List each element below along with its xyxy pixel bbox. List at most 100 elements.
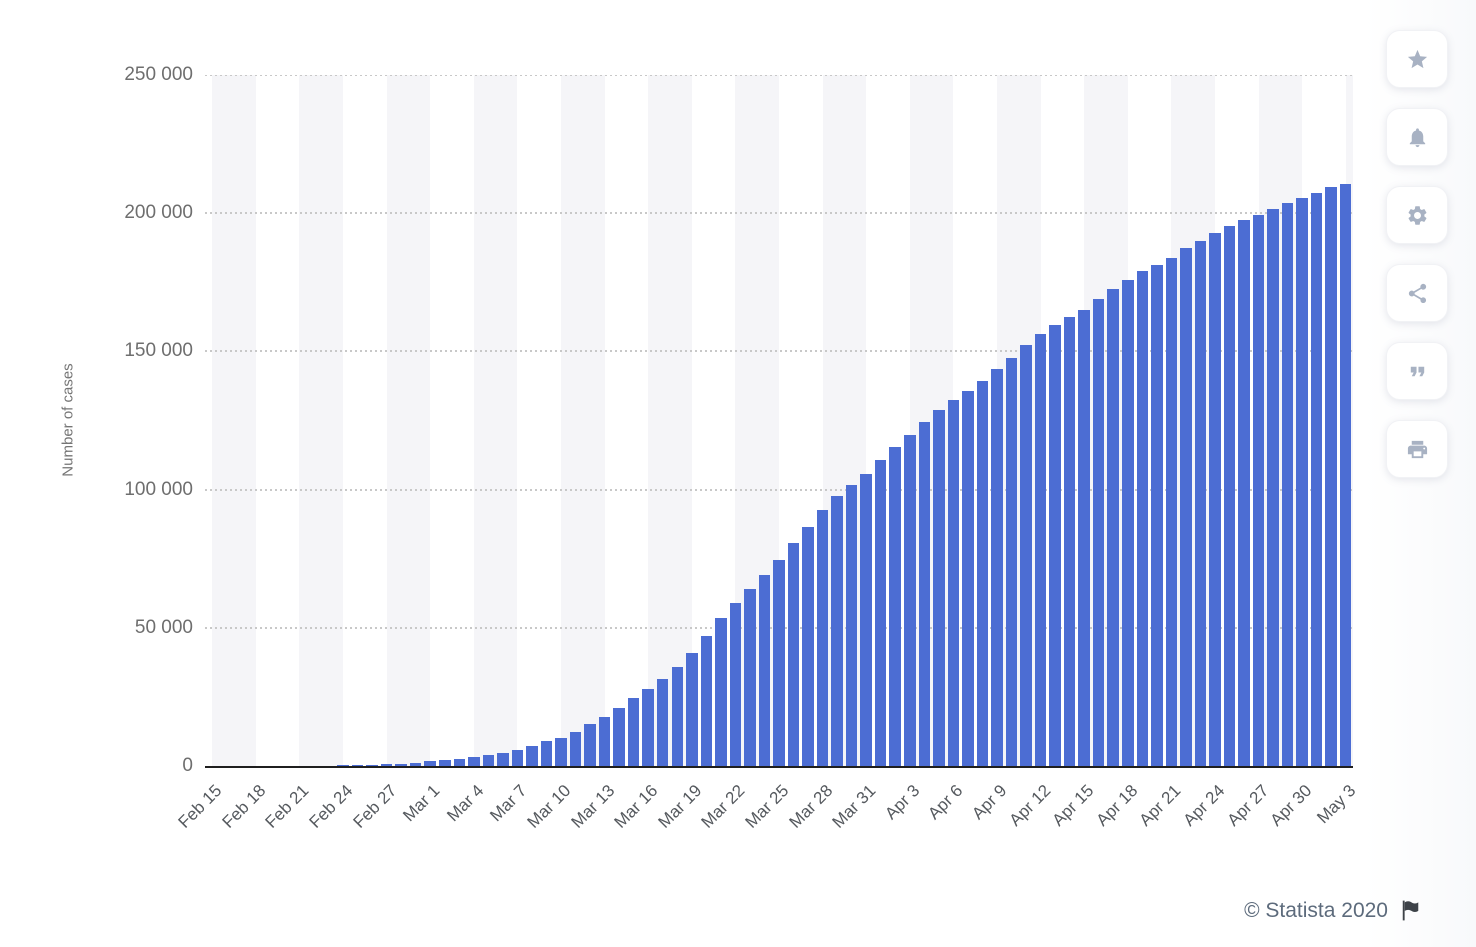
- bar[interactable]: [598, 717, 611, 766]
- bar[interactable]: [1209, 232, 1221, 766]
- plot-area: [205, 75, 1353, 768]
- bar[interactable]: [1020, 345, 1032, 766]
- flag-icon[interactable]: [1399, 898, 1424, 923]
- bar[interactable]: [1310, 192, 1323, 766]
- bar[interactable]: [991, 369, 1003, 766]
- y-tick-label: 100 000: [124, 478, 193, 500]
- gridline: [205, 488, 1353, 491]
- bar[interactable]: [511, 749, 524, 766]
- background-stripe: [386, 75, 431, 766]
- bar[interactable]: [351, 765, 364, 766]
- bar[interactable]: [831, 496, 843, 766]
- bar[interactable]: [933, 409, 945, 766]
- footer: © Statista 2020: [1244, 898, 1424, 923]
- bar[interactable]: [1252, 214, 1265, 766]
- bar[interactable]: [918, 421, 931, 766]
- bar[interactable]: [642, 688, 654, 766]
- bar[interactable]: [947, 399, 960, 766]
- bar[interactable]: [540, 740, 553, 766]
- bar[interactable]: [802, 526, 814, 766]
- bar[interactable]: [482, 755, 495, 766]
- bar[interactable]: [773, 560, 785, 766]
- quote-icon: [1410, 366, 1424, 376]
- bar[interactable]: [526, 745, 538, 766]
- gridline: [205, 212, 1353, 215]
- bar[interactable]: [744, 589, 756, 766]
- bar[interactable]: [1180, 248, 1192, 766]
- bar[interactable]: [1107, 289, 1119, 766]
- background-stripe: [735, 75, 779, 766]
- bar[interactable]: [904, 434, 916, 766]
- gear-icon: [1408, 205, 1426, 225]
- printer-icon: [1407, 440, 1427, 458]
- notifications-button[interactable]: [1386, 108, 1448, 166]
- bar[interactable]: [729, 602, 742, 766]
- bar[interactable]: [337, 765, 349, 766]
- bar[interactable]: [976, 380, 989, 766]
- background-stripe: [822, 75, 867, 766]
- print-button[interactable]: [1386, 420, 1448, 478]
- cite-button[interactable]: [1386, 342, 1448, 400]
- bar[interactable]: [439, 760, 451, 766]
- bar[interactable]: [395, 763, 407, 766]
- bar[interactable]: [1165, 257, 1178, 766]
- bar[interactable]: [627, 697, 640, 766]
- copyright[interactable]: © Statista 2020: [1244, 898, 1388, 922]
- bar[interactable]: [1339, 183, 1352, 766]
- bar[interactable]: [1136, 271, 1149, 766]
- bar[interactable]: [1005, 358, 1018, 766]
- bar[interactable]: [1296, 198, 1308, 766]
- settings-button[interactable]: [1386, 186, 1448, 244]
- bar[interactable]: [1049, 325, 1061, 766]
- bar[interactable]: [816, 510, 829, 766]
- bar[interactable]: [671, 667, 684, 766]
- background-stripe: [909, 75, 954, 766]
- bar[interactable]: [1151, 265, 1163, 766]
- bar[interactable]: [613, 707, 625, 766]
- bar[interactable]: [497, 753, 509, 766]
- bar[interactable]: [874, 460, 887, 766]
- bar[interactable]: [584, 724, 596, 766]
- bar[interactable]: [1267, 209, 1279, 766]
- bar[interactable]: [1325, 187, 1337, 766]
- bar[interactable]: [845, 484, 858, 766]
- favorite-button[interactable]: [1386, 30, 1448, 88]
- bar[interactable]: [453, 759, 466, 766]
- bar[interactable]: [962, 391, 974, 766]
- bar[interactable]: [1281, 203, 1294, 766]
- bar[interactable]: [366, 764, 378, 766]
- bar[interactable]: [787, 543, 800, 766]
- background-stripe: [212, 75, 256, 766]
- bar[interactable]: [715, 617, 727, 766]
- share-button[interactable]: [1386, 264, 1448, 322]
- bar[interactable]: [1223, 226, 1236, 766]
- bar[interactable]: [889, 447, 901, 766]
- bar[interactable]: [468, 757, 480, 766]
- background-stripe: [648, 75, 692, 766]
- bar[interactable]: [758, 574, 771, 766]
- bar[interactable]: [1063, 316, 1076, 766]
- bar[interactable]: [1194, 240, 1207, 766]
- y-tick-label: 0: [182, 755, 193, 776]
- gridline: [205, 350, 1353, 353]
- bar[interactable]: [700, 636, 713, 766]
- bar[interactable]: [1121, 279, 1134, 766]
- bar[interactable]: [656, 678, 669, 766]
- share-icon: [1408, 283, 1426, 303]
- bar[interactable]: [1078, 309, 1090, 766]
- background-stripe: [561, 75, 605, 766]
- y-tick-label: 150 000: [124, 340, 193, 362]
- y-tick-label: 250 000: [124, 64, 193, 85]
- background-stripe: [996, 75, 1041, 766]
- bar[interactable]: [424, 761, 436, 766]
- bar[interactable]: [409, 762, 422, 766]
- bar[interactable]: [1238, 219, 1250, 766]
- bar[interactable]: [555, 737, 567, 766]
- bar[interactable]: [1034, 333, 1047, 766]
- bar[interactable]: [1092, 299, 1105, 766]
- bar[interactable]: [380, 764, 393, 766]
- bar[interactable]: [686, 652, 698, 766]
- background-stripe: [299, 75, 344, 766]
- bar[interactable]: [860, 473, 872, 766]
- bar[interactable]: [569, 731, 582, 766]
